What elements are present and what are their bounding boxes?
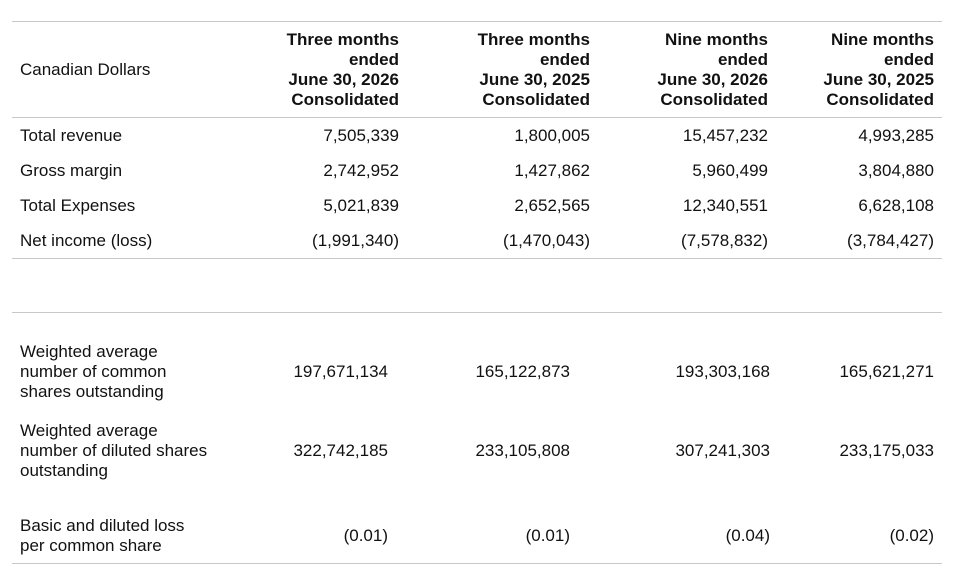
table-cell: 2,742,952 <box>323 161 399 180</box>
table-cell: 307,241,303 <box>675 441 770 460</box>
table-bottom-rule <box>12 563 942 564</box>
table-cell: 165,122,873 <box>475 362 570 381</box>
table-cell: (7,578,832) <box>681 231 768 250</box>
header-col-three-months-2025: Three months ended June 30, 2025 Consoli… <box>477 30 590 109</box>
row-label-total-expenses: Total Expenses <box>20 196 136 215</box>
table-cell: 197,671,134 <box>293 362 388 381</box>
table-cell: 233,105,808 <box>475 441 570 460</box>
table-cell: 4,993,285 <box>858 126 934 145</box>
table-cell: 5,021,839 <box>323 196 399 215</box>
header-col-nine-months-2025: Nine months ended June 30, 2025 Consolid… <box>823 30 934 109</box>
header-col-three-months-2026: Three months ended June 30, 2026 Consoli… <box>286 30 399 109</box>
table-cell: 6,628,108 <box>858 196 934 215</box>
section-end-rule <box>12 258 942 259</box>
shares-section-top-rule <box>12 312 942 313</box>
table-cell: (1,991,340) <box>312 231 399 250</box>
row-label-loss-per-share: Basic and diluted loss per common share <box>20 516 185 555</box>
table-cell: 1,427,862 <box>514 161 590 180</box>
table-cell: (0.01) <box>343 526 388 545</box>
header-label: Canadian Dollars <box>20 60 151 79</box>
table-cell: (0.04) <box>725 526 770 545</box>
table-cell: 2,652,565 <box>514 196 590 215</box>
header-col-nine-months-2026: Nine months ended June 30, 2026 Consolid… <box>657 30 768 109</box>
table-cell: 15,457,232 <box>682 126 768 145</box>
row-label-net-income: Net income (loss) <box>20 231 153 250</box>
table-cell: (0.02) <box>889 526 934 545</box>
header-bottom-rule <box>12 117 942 118</box>
table-top-rule <box>12 21 942 22</box>
table-cell: 3,804,880 <box>858 161 934 180</box>
row-label-total-revenue: Total revenue <box>20 126 123 145</box>
table-cell: 12,340,551 <box>682 196 768 215</box>
table-cell: 193,303,168 <box>675 362 770 381</box>
table-cell: 233,175,033 <box>839 441 934 460</box>
table-cell: 322,742,185 <box>293 441 388 460</box>
table-cell: 1,800,005 <box>514 126 590 145</box>
table-cell: 165,621,271 <box>839 362 934 381</box>
table-cell: 7,505,339 <box>323 126 399 145</box>
row-label-gross-margin: Gross margin <box>20 161 123 180</box>
table-cell: 5,960,499 <box>692 161 768 180</box>
table-cell: (3,784,427) <box>847 231 934 250</box>
table-cell: (0.01) <box>525 526 570 545</box>
table-cell: (1,470,043) <box>503 231 590 250</box>
row-label-weighted-common-shares: Weighted average number of common shares… <box>20 342 167 401</box>
row-label-weighted-diluted-shares: Weighted average number of diluted share… <box>20 421 208 480</box>
